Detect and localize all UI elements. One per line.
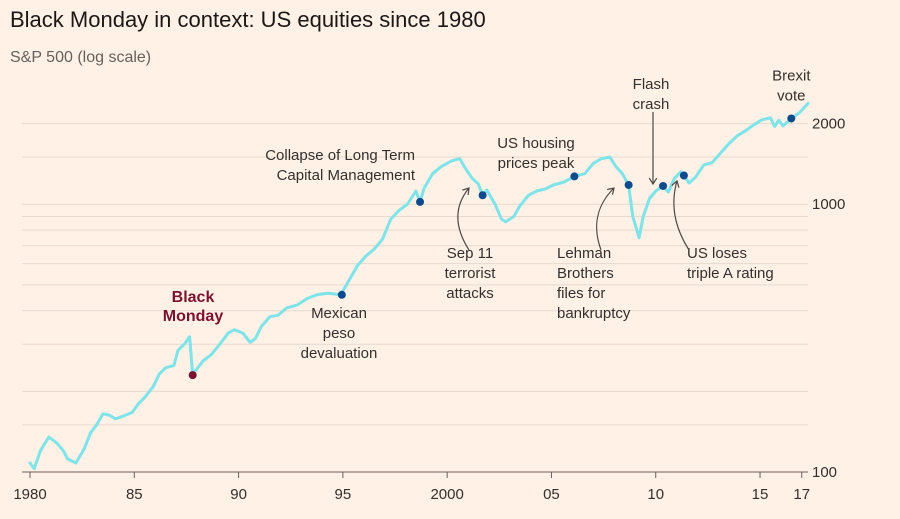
event-label: US housing prices peak xyxy=(497,135,575,172)
event-label: Brexit vote xyxy=(772,67,811,104)
x-tick-label: 05 xyxy=(543,486,560,503)
y-tick-label: 1000 xyxy=(812,196,845,213)
event-label-line: Capital Management xyxy=(277,167,416,184)
event-label-line: files for xyxy=(557,285,605,302)
x-tick-label: 1980 xyxy=(13,486,46,503)
event-marker xyxy=(787,114,796,123)
x-tick-label: 17 xyxy=(793,486,810,503)
event-label-line: US loses xyxy=(687,245,747,262)
event-label-line: US housing xyxy=(497,135,575,152)
event-marker xyxy=(337,290,346,299)
x-tick-label: 95 xyxy=(335,486,352,503)
x-tick-label: 2000 xyxy=(430,486,463,503)
event-label-line: Collapse of Long Term xyxy=(265,147,415,164)
event-label-line: peso xyxy=(323,325,356,342)
event-marker xyxy=(478,191,487,200)
arrow-head xyxy=(607,187,615,195)
x-tick-label: 85 xyxy=(126,486,143,503)
x-tick-label: 15 xyxy=(752,486,769,503)
event-marker xyxy=(188,371,197,380)
annotation-arrow xyxy=(673,180,690,251)
chart-subtitle: S&P 500 (log scale) xyxy=(10,49,151,66)
event-marker xyxy=(570,172,579,181)
event-marker xyxy=(659,181,668,190)
x-tick-label: 90 xyxy=(230,486,247,503)
y-axis: 100 1000 2000 xyxy=(812,116,845,481)
event-label-line: Black xyxy=(172,289,215,306)
event-label-line: devaluation xyxy=(301,345,378,362)
event-label-line: Brothers xyxy=(557,265,614,282)
event-marker xyxy=(624,180,633,189)
gridlines xyxy=(22,123,808,473)
event-label-line: Mexican xyxy=(311,305,367,322)
event-label: US loses triple A rating xyxy=(687,245,774,282)
event-label: Collapse of Long Term Capital Management xyxy=(265,147,416,184)
event-label-line: vote xyxy=(777,87,805,104)
y-tick-label: 100 xyxy=(812,464,837,481)
event-label-line: bankruptcy xyxy=(557,305,631,322)
event-annotations: Black Monday Mexican peso devaluation Collaps… xyxy=(163,67,811,380)
event-label: Mexican peso devaluation xyxy=(301,305,378,362)
series-layer xyxy=(28,101,810,471)
event-label-line: Brexit xyxy=(772,67,811,84)
event-marker xyxy=(679,171,688,180)
event-label: Black Monday xyxy=(163,289,224,325)
event-label-line: crash xyxy=(633,96,670,113)
event-label-line: terrorist xyxy=(445,265,497,282)
x-axis: 1980 85 90 95 2000 05 10 15 17 xyxy=(13,471,810,503)
event-label-line: prices peak xyxy=(498,155,575,172)
event-label: Flash crash xyxy=(633,76,670,113)
event-label-line: triple A rating xyxy=(687,265,774,282)
event-label-line: Monday xyxy=(163,308,224,325)
chart-title: Black Monday in context: US equities sin… xyxy=(10,7,486,32)
event-label: Lehman Brothers files for bankruptcy xyxy=(557,245,631,322)
arrow-head xyxy=(648,177,658,186)
annotation-arrow xyxy=(457,187,470,251)
y-tick-label: 2000 xyxy=(812,116,845,133)
arrow-head xyxy=(671,179,680,188)
event-label: Sep 11 terrorist attacks xyxy=(445,245,497,302)
event-label-line: Lehman xyxy=(557,245,611,262)
x-tick-label: 10 xyxy=(647,486,664,503)
annotation-arrow xyxy=(595,187,615,251)
arrow-head xyxy=(462,187,470,195)
sp500-line xyxy=(28,101,810,471)
event-label-line: attacks xyxy=(446,285,494,302)
event-label-line: Sep 11 xyxy=(447,245,493,262)
event-label-line: Flash xyxy=(633,76,670,93)
event-marker xyxy=(416,197,425,206)
